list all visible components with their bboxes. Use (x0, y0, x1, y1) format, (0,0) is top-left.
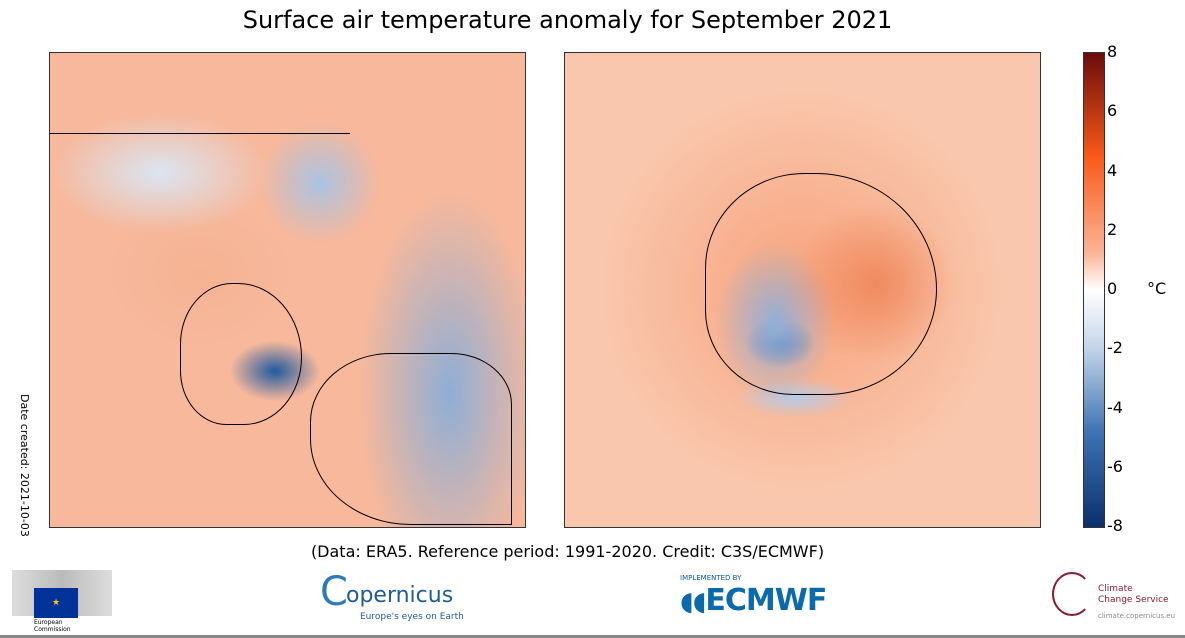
footer-divider (0, 635, 1185, 638)
colorbar-tick: -8 (1107, 516, 1123, 535)
colorbar (1083, 52, 1105, 528)
credit-line: (Data: ERA5. Reference period: 1991-2020… (310, 542, 825, 561)
colorbar-tick: 2 (1107, 219, 1118, 239)
chart-title: Surface air temperature anomaly for Sept… (242, 6, 893, 34)
arctic-anomaly-map (49, 52, 526, 528)
colorbar-tick: 0 (1107, 279, 1118, 298)
colorbar-tick: -4 (1107, 397, 1123, 417)
antarctica-coastline (705, 173, 937, 395)
european-commission-logo: ★ European Commission (12, 570, 112, 636)
copernicus-logo: C opernicus Europe's eyes on Earth (320, 569, 464, 622)
coastline (310, 353, 512, 525)
colorbar-tick: 6 (1107, 101, 1118, 121)
coastline (50, 133, 350, 194)
antarctic-anomaly-map (564, 52, 1041, 528)
ecmwf-logo: IMPLEMENTED BY ◖◖ECMWF (680, 574, 827, 618)
colorbar-tick: 8 (1107, 42, 1118, 61)
c3s-logo: Climate Change Service climate.copernicus… (1052, 572, 1182, 622)
colorbar-tick: -6 (1107, 456, 1123, 476)
copernicus-c-icon: C (320, 569, 348, 615)
eu-flag-icon: ★ (34, 588, 78, 618)
colorbar-tick: -2 (1107, 338, 1123, 358)
coastline (180, 283, 302, 425)
thermometer-circle-icon (1052, 572, 1092, 616)
colorbar-tick: 4 (1107, 160, 1118, 180)
colorbar-unit: °C (1147, 279, 1167, 298)
ecmwf-waves-icon: ◖◖ (680, 587, 706, 617)
ec-label: European Commission (34, 619, 71, 633)
date-created: Date created: 2021-10-03 (18, 394, 31, 537)
